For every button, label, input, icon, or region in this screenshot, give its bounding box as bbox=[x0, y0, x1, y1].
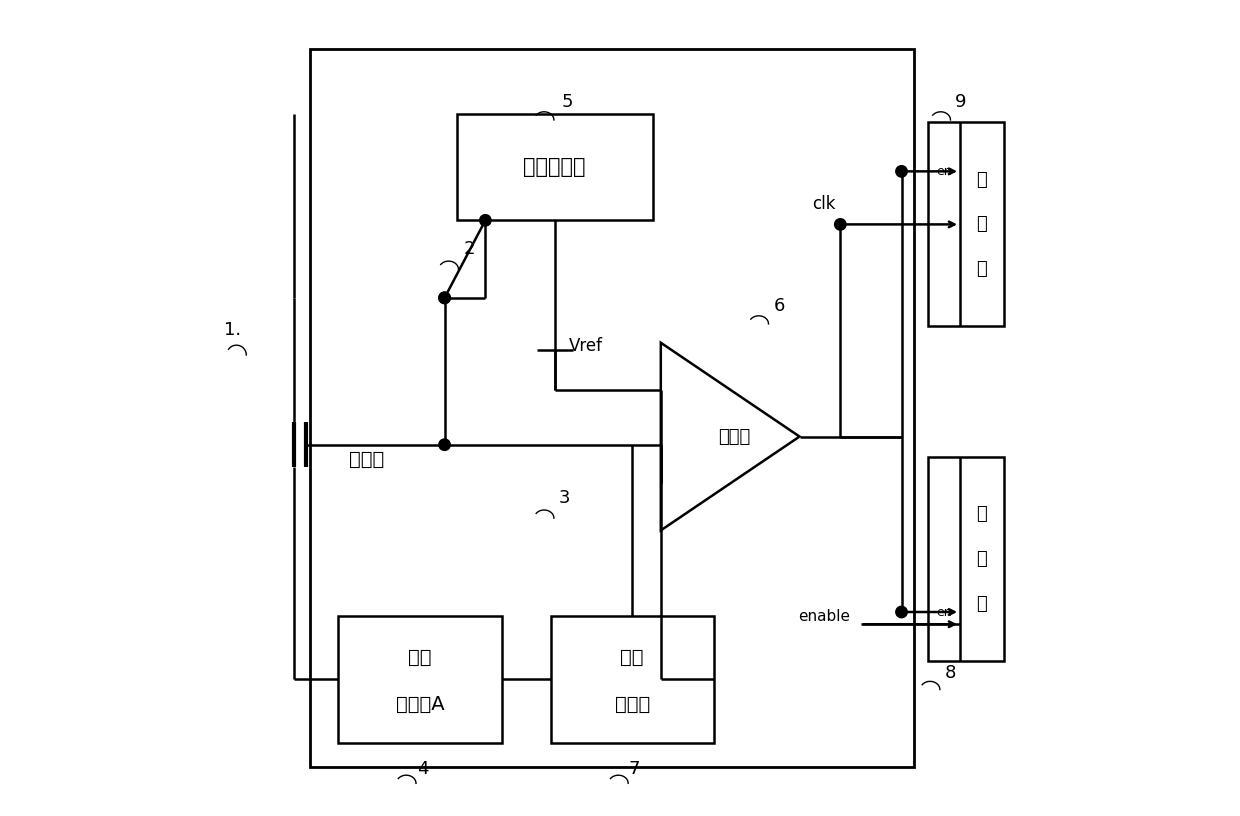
Text: 电压跟随器: 电压跟随器 bbox=[523, 157, 587, 177]
Text: 9: 9 bbox=[955, 93, 967, 111]
Bar bbox=[339, 616, 502, 743]
Bar bbox=[929, 122, 1003, 326]
Text: 2: 2 bbox=[464, 240, 475, 258]
Text: enable: enable bbox=[799, 609, 849, 623]
Text: 脉冲: 脉冲 bbox=[408, 649, 432, 667]
Text: 计: 计 bbox=[976, 505, 987, 523]
Circle shape bbox=[480, 215, 491, 226]
Bar bbox=[551, 616, 714, 743]
Text: 1.: 1. bbox=[224, 322, 241, 339]
Text: 计: 计 bbox=[976, 171, 987, 188]
Text: 7: 7 bbox=[629, 760, 640, 778]
Text: 4: 4 bbox=[417, 760, 428, 778]
Text: 电流源: 电流源 bbox=[615, 695, 650, 714]
Text: 5: 5 bbox=[562, 93, 573, 111]
Circle shape bbox=[895, 166, 908, 177]
Text: 发生器A: 发生器A bbox=[396, 695, 444, 714]
Text: 器: 器 bbox=[976, 260, 987, 278]
Bar bbox=[310, 49, 914, 767]
Circle shape bbox=[895, 606, 908, 618]
Text: 检测端: 检测端 bbox=[350, 450, 384, 469]
Text: 器: 器 bbox=[976, 595, 987, 613]
Circle shape bbox=[439, 292, 450, 304]
Text: 数: 数 bbox=[976, 215, 987, 233]
Text: 数: 数 bbox=[976, 550, 987, 568]
Text: en: en bbox=[936, 605, 952, 619]
Text: en: en bbox=[936, 165, 952, 178]
Bar bbox=[929, 457, 1003, 661]
Text: 6: 6 bbox=[774, 297, 785, 315]
Text: Vref: Vref bbox=[569, 337, 603, 356]
Text: clk: clk bbox=[812, 195, 836, 213]
Text: 3: 3 bbox=[559, 489, 570, 507]
Circle shape bbox=[835, 219, 846, 230]
Text: 放电: 放电 bbox=[620, 649, 644, 667]
Circle shape bbox=[439, 439, 450, 450]
Bar bbox=[456, 114, 652, 220]
Text: 8: 8 bbox=[945, 664, 956, 682]
Text: 比较器: 比较器 bbox=[718, 428, 750, 446]
Circle shape bbox=[439, 292, 450, 304]
